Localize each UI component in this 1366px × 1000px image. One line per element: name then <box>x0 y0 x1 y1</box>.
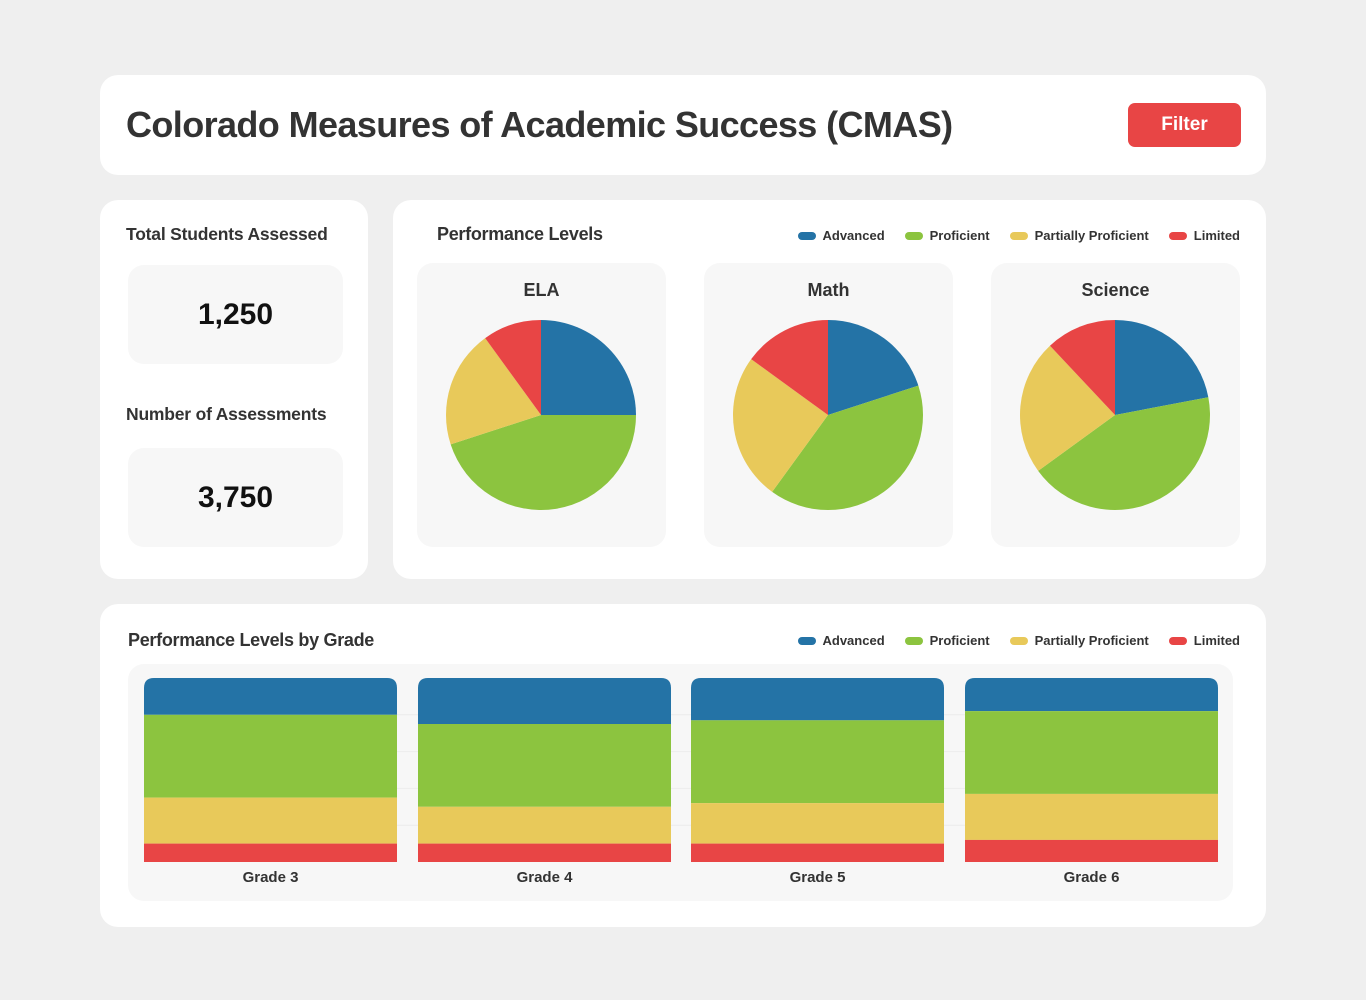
legend-limited: Limited <box>1168 633 1240 648</box>
legend-partially-proficient: Partially Proficient <box>1009 633 1149 648</box>
legend-swatch <box>1009 636 1028 645</box>
legend-label: Limited <box>1193 228 1240 243</box>
bar-stack-grade-5 <box>691 678 944 862</box>
legend-swatch <box>904 636 923 645</box>
total-students-value: 1,250 <box>128 265 343 364</box>
legend-swatch <box>904 231 923 240</box>
legend-swatch <box>1168 636 1187 645</box>
bar-segment-proficient <box>965 711 1218 794</box>
pie-panel-ela: ELA <box>417 263 666 547</box>
pie-slice-partially-proficient <box>446 338 541 445</box>
legend-label: Partially Proficient <box>1034 633 1149 648</box>
bar-segment-advanced <box>144 678 397 715</box>
bar-segment-proficient <box>418 724 671 807</box>
pie-chart-science <box>1020 320 1210 511</box>
stacked-bar-svg <box>144 678 1218 862</box>
header-card: Colorado Measures of Academic Success (C… <box>100 75 1266 175</box>
stacked-bar-chart: Grade 3 Grade 4 Grade 5 Grade 6 <box>128 664 1233 901</box>
pie-slice-proficient <box>1038 397 1210 511</box>
assessments-label: Number of Assessments <box>126 404 327 424</box>
legend-label: Advanced <box>822 228 885 243</box>
pie-panel-math: Math <box>704 263 953 547</box>
bar-segment-limited <box>144 843 397 862</box>
pie-chart-math <box>733 320 923 510</box>
performance-legend: Advanced Proficient Partially Proficient… <box>797 228 1240 243</box>
pie-title-science: Science <box>1081 280 1150 300</box>
bar-segment-advanced <box>418 678 671 724</box>
legend-swatch <box>1168 231 1187 240</box>
pie-slice-advanced <box>828 320 919 415</box>
bar-segment-limited <box>691 843 944 862</box>
pie-slice-limited <box>485 320 541 415</box>
bar-segment-advanced <box>965 678 1218 712</box>
bar-segment-partially-proficient <box>691 803 944 844</box>
pie-chart-ela <box>446 320 636 511</box>
x-tick-label: Grade 6 <box>1063 869 1120 886</box>
pie-slice-proficient <box>450 415 636 511</box>
bar-segment-partially-proficient <box>418 806 671 844</box>
bar-stack-grade-4 <box>418 678 671 862</box>
legend-advanced: Advanced <box>797 633 885 648</box>
total-students-label: Total Students Assessed <box>126 224 328 244</box>
pie-panel-science: Science <box>991 263 1240 547</box>
pie-slice-proficient <box>772 385 923 510</box>
legend-swatch <box>797 231 816 240</box>
legend-limited: Limited <box>1168 228 1240 243</box>
grade-legend: Advanced Proficient Partially Proficient… <box>797 633 1240 648</box>
filter-button[interactable]: Filter <box>1128 103 1241 147</box>
pie-slice-partially-proficient <box>1020 345 1115 471</box>
legend-proficient: Proficient <box>904 633 990 648</box>
legend-swatch <box>797 636 816 645</box>
legend-label: Proficient <box>929 633 990 648</box>
bar-segment-limited <box>418 843 671 862</box>
pie-slice-advanced <box>541 320 636 415</box>
page-title: Colorado Measures of Academic Success (C… <box>126 104 953 145</box>
stats-card: Total Students Assessed 1,250 Number of … <box>100 200 368 579</box>
legend-swatch <box>1009 231 1028 240</box>
bar-segment-partially-proficient <box>965 793 1218 840</box>
legend-advanced: Advanced <box>797 228 885 243</box>
grade-chart-title: Performance Levels by Grade <box>128 630 375 650</box>
pie-slice-partially-proficient <box>733 359 828 492</box>
x-tick-label: Grade 3 <box>242 869 299 886</box>
pie-title-math: Math <box>807 280 850 300</box>
bar-segment-partially-proficient <box>144 797 397 844</box>
bar-segment-limited <box>965 839 1218 862</box>
legend-label: Proficient <box>929 228 990 243</box>
pie-slice-advanced <box>1115 320 1209 415</box>
bar-segment-advanced <box>691 678 944 721</box>
bar-segment-proficient <box>691 720 944 804</box>
pie-title-ela: ELA <box>523 280 560 300</box>
bar-segment-proficient <box>144 714 397 798</box>
pie-slice-limited <box>1049 320 1115 415</box>
performance-levels-card: Performance Levels Advanced Proficient P… <box>393 200 1266 579</box>
legend-proficient: Proficient <box>904 228 990 243</box>
legend-label: Partially Proficient <box>1034 228 1149 243</box>
grade-card: Performance Levels by Grade Advanced Pro… <box>100 604 1266 927</box>
bar-stack-grade-3 <box>144 678 397 862</box>
pie-slice-limited <box>751 320 828 415</box>
x-tick-label: Grade 4 <box>516 869 573 886</box>
bar-stack-grade-6 <box>965 678 1218 862</box>
legend-label: Limited <box>1193 633 1240 648</box>
legend-label: Advanced <box>822 633 885 648</box>
performance-levels-title: Performance Levels <box>437 224 603 244</box>
x-tick-label: Grade 5 <box>789 869 846 886</box>
assessments-value: 3,750 <box>128 448 343 547</box>
legend-partially-proficient: Partially Proficient <box>1009 228 1149 243</box>
